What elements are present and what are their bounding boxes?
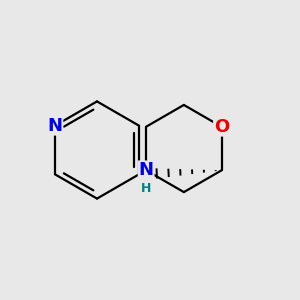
Text: N: N [139, 161, 154, 179]
Text: N: N [47, 117, 62, 135]
Text: H: H [141, 182, 151, 195]
Text: O: O [214, 118, 229, 136]
